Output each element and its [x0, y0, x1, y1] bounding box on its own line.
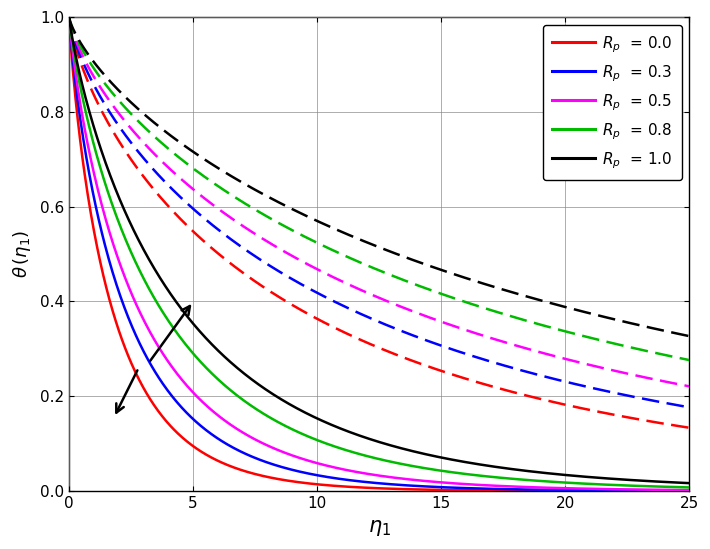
Y-axis label: $\theta\,(\eta_1)$: $\theta\,(\eta_1)$	[11, 230, 33, 278]
Legend: $R_p$  = 0.0, $R_p$  = 0.3, $R_p$  = 0.5, $R_p$  = 0.8, $R_p$  = 1.0: $R_p$ = 0.0, $R_p$ = 0.3, $R_p$ = 0.5, $…	[542, 25, 682, 180]
X-axis label: $\eta_1$: $\eta_1$	[368, 518, 391, 538]
